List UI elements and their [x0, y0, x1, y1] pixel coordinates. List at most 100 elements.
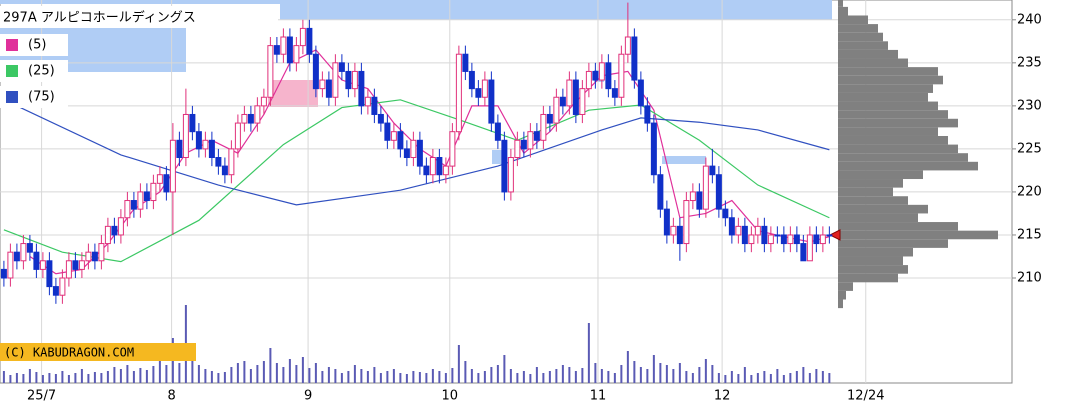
volume-bar: [392, 369, 395, 383]
candle-body: [442, 165, 449, 176]
candle-body: [143, 191, 150, 202]
candle-body: [390, 131, 397, 141]
volume-bar: [282, 367, 285, 383]
candle-body: [319, 79, 326, 90]
candle-body: [637, 79, 644, 107]
volume-bar: [425, 373, 428, 383]
candle-body: [137, 191, 144, 210]
candle-body: [455, 53, 462, 133]
candle-body: [501, 139, 508, 193]
volume-bar: [737, 374, 740, 383]
ma-line: [3, 99, 830, 263]
candle-body: [52, 286, 59, 296]
legend-swatch: [6, 39, 18, 51]
volume-bar: [587, 323, 590, 383]
candle-body: [150, 182, 157, 202]
volume-bar: [503, 355, 506, 383]
volume-bar: [594, 363, 597, 383]
volume-bar: [321, 371, 324, 383]
candle-body: [371, 96, 378, 115]
gap-zone: [0, 0, 832, 4]
y-tick-label: 210: [1017, 270, 1042, 285]
candle-body: [358, 70, 365, 107]
candle-body: [826, 234, 833, 237]
candle-body: [85, 251, 92, 262]
volume-bar: [815, 369, 818, 383]
candle-body: [520, 139, 527, 150]
volume-bar: [730, 371, 733, 383]
volume-bar: [548, 371, 551, 383]
axes: 210 215 220 225 230 235 240 25/7 8 9 10 11 12 12/24: [27, 12, 1042, 403]
volume-bar: [555, 369, 558, 383]
y-tick-label: 235: [1017, 55, 1042, 70]
volume-bar: [347, 371, 350, 383]
volume-bar: [613, 373, 616, 383]
profile-bar: [838, 67, 938, 76]
candle-body: [670, 225, 677, 236]
volume-bar: [262, 361, 265, 383]
volume-bar: [464, 361, 467, 383]
volume-bar: [314, 363, 317, 383]
volume-bar: [672, 369, 675, 383]
candle-body: [689, 191, 696, 202]
volume-bar: [249, 369, 252, 383]
candle-body: [221, 165, 228, 176]
volume-bar: [646, 369, 649, 383]
x-tick-label: 8: [167, 389, 175, 404]
candle-body: [293, 45, 300, 64]
candle-body: [481, 79, 488, 98]
candle-body: [813, 234, 820, 245]
candle-body: [436, 157, 443, 176]
profile-bar: [838, 32, 883, 42]
legend-label: (75): [28, 90, 55, 105]
gap-zone: [268, 80, 318, 107]
candle-body: [774, 234, 781, 237]
volume-bar: [139, 368, 142, 383]
volume-bar: [165, 365, 168, 383]
candle-body: [13, 251, 20, 262]
candle-body: [338, 62, 345, 72]
volume-bar: [366, 371, 369, 383]
volume-bar: [685, 371, 688, 383]
volume-bar: [470, 369, 473, 383]
volume-bar: [821, 371, 824, 383]
volume-bar: [568, 367, 571, 383]
candle-body: [683, 200, 690, 245]
candle-body: [156, 174, 163, 184]
volume-bar: [652, 355, 655, 383]
gap-zone: [492, 150, 502, 164]
candle-body: [462, 53, 469, 72]
profile-bar: [838, 179, 903, 188]
volume-bar: [217, 373, 220, 383]
volume-bar: [633, 361, 636, 383]
profile-bar: [838, 75, 943, 85]
volume-bar: [256, 365, 259, 383]
candle-body: [397, 131, 404, 150]
profile-bar: [838, 230, 998, 240]
candle-body: [345, 70, 352, 90]
candle-body: [189, 113, 196, 133]
candle-body: [572, 79, 579, 115]
volume-bar: [782, 375, 785, 383]
candle-body: [696, 191, 703, 210]
candle-body: [787, 234, 794, 245]
candle-body: [540, 113, 547, 141]
candle-body: [39, 260, 46, 270]
volume-bar: [360, 369, 363, 383]
volume-bar: [2, 371, 5, 383]
candle-body: [403, 148, 410, 159]
profile-bar: [838, 127, 938, 136]
candle-body: [306, 27, 313, 55]
candle-body: [384, 122, 391, 141]
candle-body: [286, 36, 293, 64]
candle-body: [20, 243, 27, 262]
volume-bar: [756, 373, 759, 383]
candle-body: [273, 45, 280, 55]
candle-body: [767, 234, 774, 245]
x-tick-label: 9: [304, 389, 312, 404]
volume-bar: [542, 373, 545, 383]
volume-bar: [373, 367, 376, 383]
profile-bar: [838, 256, 903, 266]
volume-bar: [106, 371, 109, 383]
